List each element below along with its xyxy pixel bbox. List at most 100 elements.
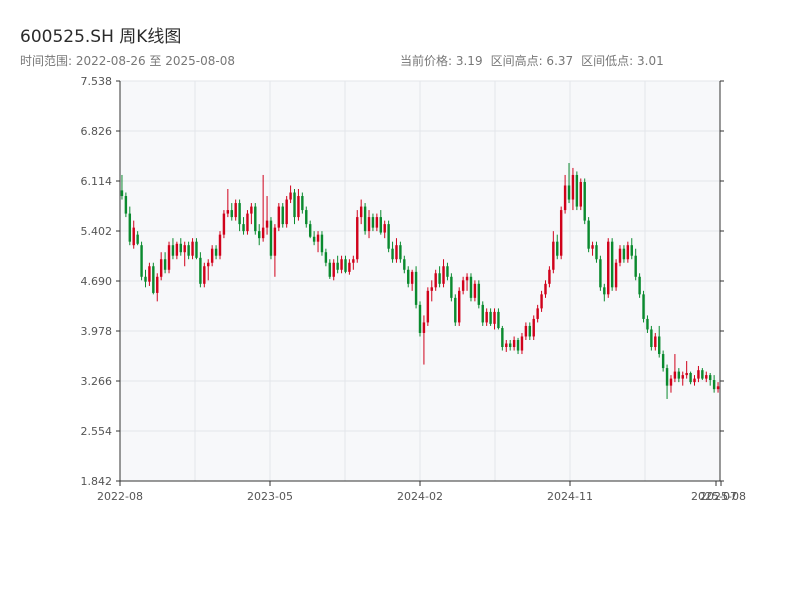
candle-body — [226, 210, 230, 214]
candle — [458, 287, 461, 326]
candle-body — [348, 262, 351, 272]
candle-body — [371, 217, 375, 228]
y-axis-labels: 1.842 2.554 3.266 3.978 4.690 5.402 6.114 6.826… — [81, 75, 113, 488]
candle-body — [148, 266, 151, 282]
candle — [407, 266, 410, 288]
candle-body — [505, 343, 508, 348]
candle — [469, 273, 473, 302]
candle-body — [171, 245, 175, 256]
candle-body — [222, 213, 226, 235]
candle — [156, 273, 159, 302]
candle — [336, 255, 339, 274]
candle — [163, 252, 167, 274]
candle-body — [336, 262, 339, 270]
candle — [340, 255, 343, 274]
candle — [610, 238, 614, 291]
candle-body — [603, 287, 606, 295]
candle-body — [305, 210, 308, 225]
candle-body — [214, 248, 218, 256]
candle-body — [622, 248, 626, 260]
candle-body — [391, 248, 394, 260]
candle-body — [552, 241, 555, 270]
candle — [136, 231, 139, 246]
candle — [403, 255, 406, 274]
candle — [195, 238, 198, 260]
candle-body — [140, 245, 143, 277]
candle — [132, 220, 135, 249]
candle-body — [352, 259, 355, 263]
candle — [297, 189, 300, 221]
price-stats: 当前价格: 3.19 区间高点: 6.37 区间低点: 3.01 — [400, 52, 664, 69]
y-tick-label: 2.554 — [81, 425, 113, 438]
candle-body — [583, 181, 586, 221]
candle-body — [677, 371, 681, 379]
candle — [430, 280, 433, 302]
candle — [332, 259, 335, 281]
candle — [579, 178, 582, 211]
candle-body — [575, 174, 579, 207]
candle — [658, 325, 661, 358]
candle — [434, 269, 437, 291]
candle-body — [520, 336, 524, 351]
candle — [183, 241, 186, 267]
candle-body — [183, 245, 186, 253]
candle-body — [387, 224, 390, 249]
y-tick-label: 1.842 — [81, 475, 113, 488]
candle-body — [477, 283, 481, 305]
candle — [665, 364, 669, 399]
candle-body — [658, 336, 661, 355]
candle — [171, 238, 175, 260]
candle — [708, 372, 712, 386]
candle-body — [438, 273, 441, 284]
candle-body — [595, 245, 598, 260]
candle-body — [556, 241, 559, 256]
candle-body — [654, 336, 657, 348]
candle — [218, 231, 222, 260]
range-low-label: 区间低点: 3.01 — [581, 54, 664, 68]
candle — [438, 266, 441, 288]
candle — [603, 283, 606, 302]
candle — [359, 199, 363, 225]
candle — [599, 255, 602, 291]
candle-body — [712, 380, 716, 390]
candle — [626, 241, 630, 263]
y-tick-label: 3.978 — [81, 325, 113, 338]
candle — [689, 371, 692, 385]
candle-body — [446, 266, 449, 277]
candle-body — [218, 234, 222, 256]
candle-body — [156, 276, 159, 293]
candle — [285, 196, 288, 228]
candle-body — [610, 241, 614, 288]
candle — [516, 337, 520, 355]
candle-body — [277, 206, 281, 228]
candle — [654, 332, 657, 351]
candle-body — [493, 311, 496, 324]
candle — [650, 325, 653, 351]
candles — [120, 163, 720, 399]
candle-body — [246, 213, 249, 232]
candle — [203, 262, 206, 288]
candle — [324, 248, 328, 267]
candle — [559, 206, 563, 260]
candle-body — [281, 206, 284, 225]
candle-body — [473, 283, 477, 298]
x-tick-label: 2022-08 — [97, 490, 143, 503]
candle — [144, 269, 147, 288]
candle-body — [308, 224, 312, 237]
candle — [363, 203, 367, 235]
candle — [226, 189, 230, 218]
candle — [191, 238, 194, 260]
candle-body — [426, 290, 430, 323]
candle-body — [681, 375, 684, 379]
candle-body — [650, 329, 653, 348]
candle-body — [465, 276, 469, 281]
candle — [489, 308, 492, 326]
candle — [512, 336, 516, 351]
candle — [352, 255, 355, 270]
candle-body — [407, 269, 410, 284]
candle-body — [665, 368, 669, 386]
candle — [634, 248, 637, 281]
candle — [642, 290, 645, 323]
candle — [426, 287, 430, 326]
candle — [210, 245, 214, 267]
